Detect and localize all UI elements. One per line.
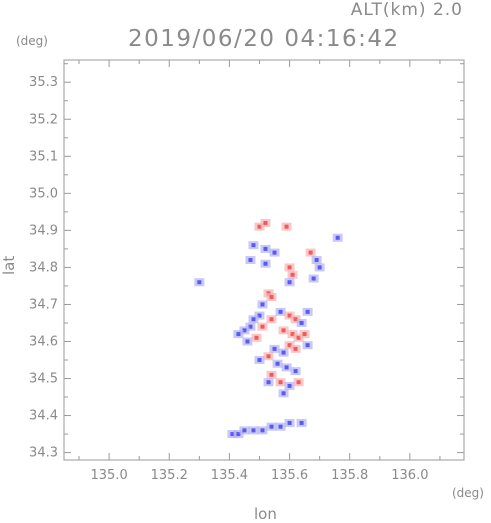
x-tick-label: 136.0	[391, 468, 428, 483]
echo-cell	[287, 343, 292, 348]
echo-cell	[272, 346, 277, 351]
echo-cell	[269, 295, 274, 300]
echo-cell	[287, 313, 292, 318]
y-tick-label: 34.6	[29, 334, 58, 349]
echo-cell	[293, 317, 298, 322]
echo-cell	[248, 258, 253, 262]
echo-cell	[197, 280, 202, 285]
echo-cell	[305, 309, 310, 314]
y-tick-label: 35.1	[29, 149, 58, 164]
echo-cell	[236, 332, 241, 337]
y-tick-label: 34.7	[29, 297, 58, 312]
echo-cell	[284, 224, 289, 229]
echo-cell	[281, 328, 286, 333]
echo-cell	[287, 383, 292, 388]
echo-cell	[296, 335, 301, 340]
echo-cell	[314, 258, 319, 262]
echo-cell	[263, 220, 268, 225]
echo-cell	[287, 420, 292, 425]
echo-cell	[299, 420, 304, 425]
y-tick-label: 34.3	[29, 446, 58, 461]
y-tick-label: 34.5	[29, 372, 58, 387]
axis-ticks	[64, 60, 464, 460]
echo-cell	[311, 276, 316, 281]
echo-cell	[260, 324, 265, 329]
echo-cell	[245, 339, 250, 344]
echo-cell	[269, 317, 274, 322]
echo-cell	[266, 380, 271, 385]
y-tick-label: 34.9	[29, 223, 58, 238]
y-tick-label: 34.8	[29, 260, 58, 275]
echo-cell	[293, 346, 298, 351]
x-tick-label: 135.8	[331, 468, 368, 483]
echo-cell	[254, 335, 259, 340]
echo-cell	[257, 313, 262, 318]
echo-cell	[257, 358, 262, 362]
echo-cell	[305, 343, 310, 348]
echo-cell	[317, 265, 322, 270]
x-tick-label: 135.4	[211, 468, 248, 483]
echo-cell	[308, 250, 313, 255]
axis-tick-labels: 135.0 135.2 135.4 135.6 135.8 136.0 34.3 34.4 34…	[29, 75, 428, 483]
y-tick-label: 35.2	[29, 112, 58, 127]
echo-cell	[287, 265, 292, 270]
echo-cell	[281, 350, 286, 355]
echo-cell	[263, 246, 268, 251]
echo-cell	[230, 432, 235, 437]
echo-cells	[194, 218, 343, 439]
echo-cell	[269, 424, 274, 429]
echo-cell	[278, 309, 283, 314]
plot-frame	[63, 59, 465, 461]
echo-cell	[242, 428, 247, 433]
echo-cell	[251, 243, 256, 248]
echo-cell	[287, 280, 292, 285]
echo-cell	[251, 428, 256, 433]
echo-cell	[284, 365, 289, 370]
echo-cell	[296, 380, 301, 385]
echo-cell	[290, 272, 295, 277]
echo-cell	[266, 354, 271, 359]
echo-cell	[236, 432, 241, 437]
echo-cell	[242, 328, 247, 333]
x-tick-label: 135.2	[151, 468, 188, 483]
echo-cell	[299, 320, 304, 325]
x-axis-unit: (deg)	[452, 486, 484, 500]
x-axis-label: lon	[254, 505, 277, 523]
echo-cell	[251, 317, 256, 322]
echo-cell	[302, 332, 307, 337]
altitude-label: ALT(km) 2.0	[350, 0, 463, 20]
y-tick-label: 35.3	[29, 75, 58, 90]
echo-cell	[275, 361, 280, 366]
echo-cell	[263, 261, 268, 266]
echo-cell	[293, 369, 298, 374]
echo-cell	[278, 380, 283, 385]
echo-cell	[248, 324, 253, 329]
y-tick-label: 34.4	[29, 409, 58, 424]
x-tick-label: 135.0	[91, 468, 128, 483]
echo-cell	[272, 250, 277, 255]
echo-cell	[269, 372, 274, 377]
x-tick-label: 135.6	[271, 468, 308, 483]
echo-cell	[260, 428, 265, 433]
y-tick-label: 35.0	[29, 186, 58, 201]
echo-cell	[335, 235, 340, 240]
y-axis-unit: (deg)	[16, 34, 48, 48]
echo-cell	[260, 302, 265, 307]
echo-cell	[290, 332, 295, 337]
chart-title: 2019/06/20 04:16:42	[128, 26, 400, 52]
echo-cell	[281, 391, 286, 396]
echo-cell	[257, 224, 262, 229]
echo-cell	[278, 424, 283, 429]
